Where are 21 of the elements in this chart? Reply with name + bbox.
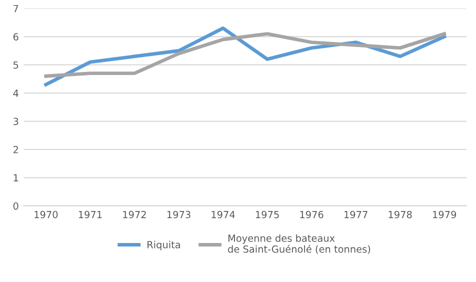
y-tick-label: 1 — [14, 174, 18, 182]
legend-label: Riquita — [148, 240, 180, 250]
x-tick-label: 1975 — [256, 210, 279, 218]
x-tick-label: 1977 — [344, 210, 368, 218]
x-tick-label: 1971 — [78, 210, 102, 218]
y-tick-label: 0 — [13, 202, 18, 210]
x-tick-label: 1976 — [300, 210, 324, 218]
x-tick-label: 1970 — [34, 210, 58, 218]
x-tick-label: 1974 — [212, 210, 235, 218]
x-tick-label: 1972 — [123, 210, 146, 218]
x-tick-label: 1978 — [388, 210, 412, 218]
y-tick-label: 5 — [14, 61, 18, 69]
legend-label: Moyenne des bateaux de Saint-Guénolé (en tonnes) — [228, 234, 370, 254]
y-tick-label: 2 — [13, 146, 18, 154]
x-tick-label: 1973 — [167, 210, 190, 218]
x-tick-label: 1979 — [433, 210, 456, 218]
line-series — [44, 32, 446, 78]
y-tick-label: 7 — [14, 5, 18, 12]
y-tick-label: 4 — [13, 90, 18, 97]
y-tick-label: 6 — [13, 33, 18, 40]
y-tick-label: 3 — [13, 118, 18, 126]
